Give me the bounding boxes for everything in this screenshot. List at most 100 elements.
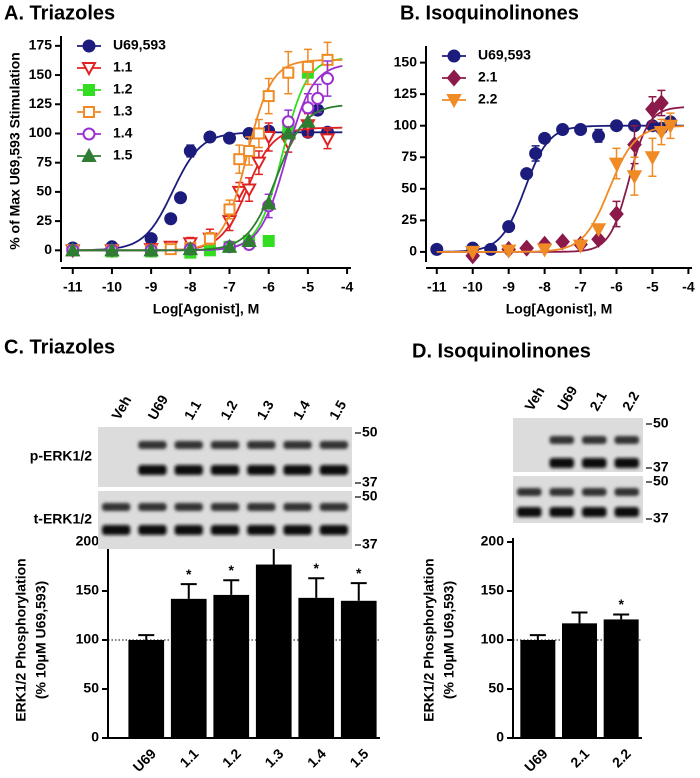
data-point — [520, 167, 534, 181]
legend-label: U69,593 — [113, 37, 166, 53]
blot-band — [319, 503, 348, 511]
x-tick-label: -10 — [463, 279, 483, 295]
error-bar — [350, 582, 367, 601]
legend-label: 1.2 — [113, 81, 133, 97]
legend-label: 2.2 — [478, 91, 498, 107]
blot-band — [517, 488, 542, 496]
bar — [562, 623, 597, 738]
legend-marker — [82, 127, 96, 141]
data-point — [626, 170, 643, 185]
blot-band — [247, 525, 276, 535]
y-tick-label: 125 — [29, 95, 53, 111]
data-point — [465, 245, 481, 260]
x-tick-label: -4 — [682, 279, 695, 295]
y-tick-label: 0 — [44, 241, 52, 257]
blot-band — [549, 458, 574, 468]
blot-band — [102, 503, 131, 511]
blot-band — [614, 436, 639, 444]
error-bar — [613, 613, 630, 620]
x-tick-label: 2.2 — [609, 745, 634, 770]
data-point — [301, 101, 315, 115]
mw-marker-label: 37 — [653, 459, 669, 475]
data-point — [233, 153, 246, 166]
x-tick-label: 1.5 — [346, 745, 371, 770]
fit-curve — [436, 124, 684, 253]
blot-band — [247, 503, 276, 511]
lane-label: Veh — [108, 393, 134, 423]
legend-label: U69,593 — [478, 47, 531, 63]
data-point — [241, 232, 257, 247]
data-point — [252, 127, 265, 140]
blot-band — [319, 441, 348, 449]
legend-marker — [446, 69, 462, 87]
error-bar — [571, 611, 588, 624]
data-point — [262, 234, 275, 247]
lane-label: 2.1 — [586, 388, 610, 413]
x-tick-label: 2.1 — [567, 745, 592, 770]
blot-band — [283, 503, 312, 511]
significance-label: * — [229, 562, 235, 578]
blot-band — [138, 465, 167, 475]
x-tick-label: -6 — [610, 279, 623, 295]
y-axis-label: % of Max U69,593 Stimulation — [7, 52, 23, 250]
blot-band — [614, 507, 639, 517]
x-tick-label: 1.1 — [176, 745, 201, 770]
error-bar — [138, 634, 155, 640]
data-point — [183, 144, 197, 158]
y-tick-label: 50 — [36, 183, 52, 199]
lane-label: 1.4 — [290, 397, 314, 422]
error-bar — [529, 634, 546, 640]
data-point — [572, 239, 589, 254]
y-axis-label: ERK1/2 Phosphorylation — [421, 558, 437, 721]
data-point — [311, 91, 325, 105]
data-point — [609, 205, 624, 223]
mw-marker-label: 37 — [362, 474, 378, 490]
bar — [213, 594, 250, 738]
blot-band — [614, 488, 639, 496]
bar — [340, 600, 377, 738]
blot-band — [549, 488, 574, 496]
data-point — [592, 129, 606, 143]
legend-marker — [446, 94, 462, 109]
x-tick-label: -8 — [538, 279, 551, 295]
mw-marker-label: 50 — [653, 415, 669, 431]
blot-band — [582, 458, 607, 468]
blot-band — [174, 503, 203, 511]
x-tick-label: 1.4 — [304, 745, 329, 770]
x-tick-label: -7 — [223, 279, 236, 295]
error-bar — [223, 579, 240, 595]
legend-marker — [83, 106, 95, 118]
data-point — [182, 241, 199, 256]
x-tick-label: -8 — [184, 279, 197, 295]
y-tick-label: 200 — [76, 533, 100, 549]
y-tick-label: 75 — [36, 153, 52, 169]
blot-band — [247, 465, 276, 475]
data-point — [301, 60, 314, 73]
data-point — [223, 203, 236, 216]
fit-curve — [436, 125, 685, 253]
error-bar — [180, 583, 197, 599]
legend-marker — [81, 147, 97, 162]
blot-band — [210, 503, 240, 511]
blot-band — [319, 525, 348, 535]
y-axis-label: (% 10μM U69,593) — [33, 581, 49, 699]
panel-title: B. Isoquinolinones — [400, 2, 579, 24]
x-tick-label: -5 — [646, 279, 659, 295]
blot-band — [319, 465, 348, 475]
data-point — [430, 242, 444, 256]
bar — [298, 597, 335, 738]
data-point — [164, 212, 178, 226]
data-point — [627, 136, 642, 154]
blot-band — [138, 441, 167, 449]
data-point — [223, 131, 237, 145]
data-point — [644, 151, 661, 166]
data-point — [251, 156, 267, 171]
data-point — [654, 94, 669, 112]
mw-marker-label: 37 — [362, 536, 378, 552]
data-point — [556, 123, 570, 136]
y-tick-label: 200 — [481, 533, 505, 549]
fit-curve — [72, 104, 343, 252]
data-point — [143, 242, 159, 257]
data-point — [282, 66, 295, 79]
blot-band — [210, 525, 240, 535]
